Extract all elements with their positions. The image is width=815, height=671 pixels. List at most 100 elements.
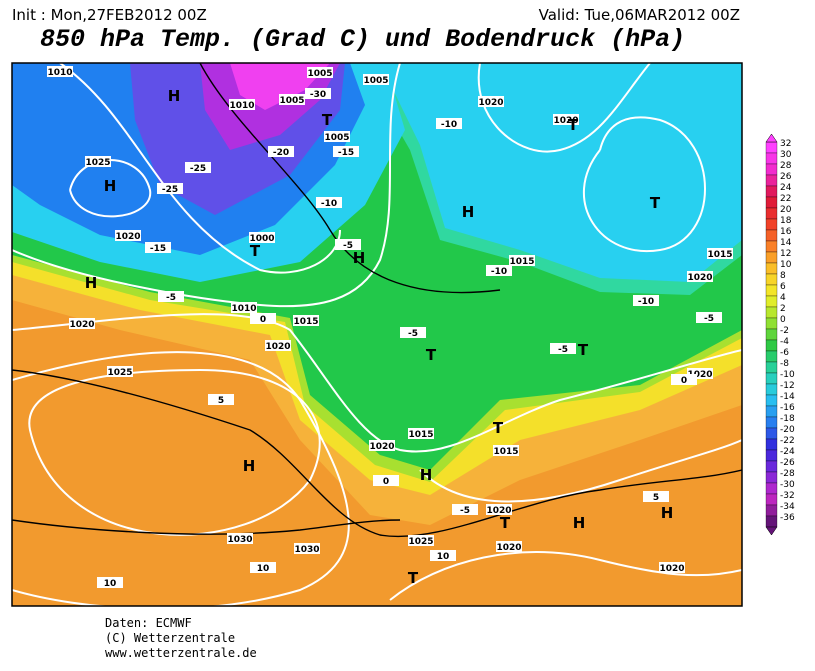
contour-label: 10 bbox=[437, 552, 450, 562]
colorbar-label: 32 bbox=[780, 139, 791, 149]
map-frame bbox=[11, 62, 743, 607]
color-swatch bbox=[765, 196, 778, 209]
contour-label: 1020 bbox=[478, 98, 503, 108]
label-bg bbox=[553, 114, 579, 125]
colorbar-label: -2 bbox=[780, 326, 789, 336]
label-bg bbox=[643, 491, 669, 502]
pressure-center: H bbox=[661, 504, 674, 522]
label-bg bbox=[208, 394, 234, 405]
contour-label: 1015 bbox=[509, 257, 534, 267]
label-bg bbox=[47, 66, 73, 77]
map-field bbox=[12, 63, 742, 606]
colorbar-label: 10 bbox=[780, 260, 792, 270]
contour-label: 1020 bbox=[265, 342, 290, 352]
contour-label: 5 bbox=[653, 493, 659, 503]
color-swatch bbox=[765, 460, 778, 473]
label-bg bbox=[707, 248, 733, 259]
colorbar-label: 12 bbox=[780, 249, 791, 259]
pressure-center: T bbox=[578, 341, 589, 359]
label-bg bbox=[493, 445, 519, 456]
contour-label: -5 bbox=[408, 329, 418, 339]
color-swatch bbox=[765, 152, 778, 165]
contour-label: -25 bbox=[162, 185, 178, 195]
contour-label: -10 bbox=[321, 199, 337, 209]
contour-label: 0 bbox=[260, 315, 266, 325]
label-bg bbox=[696, 312, 722, 323]
contour-label: 0 bbox=[681, 376, 687, 386]
contour-label: 5 bbox=[218, 396, 224, 406]
contour-label: 1015 bbox=[493, 447, 518, 457]
colorbar-label: 24 bbox=[780, 183, 792, 193]
pressure-center: T bbox=[650, 194, 661, 212]
color-swatch bbox=[765, 207, 778, 220]
pressure-center: T bbox=[426, 346, 437, 364]
contour-label: -30 bbox=[310, 90, 326, 100]
colorbar-label: 16 bbox=[780, 227, 792, 237]
label-bg bbox=[145, 242, 171, 253]
contour-label: 1020 bbox=[496, 543, 521, 553]
colorbar-label: -20 bbox=[780, 425, 795, 435]
contour-label: 10 bbox=[257, 564, 270, 574]
pressure-center: H bbox=[420, 466, 433, 484]
contour-label: 1025 bbox=[107, 368, 132, 378]
contour-label: 1005 bbox=[279, 96, 304, 106]
label-bg bbox=[687, 368, 713, 379]
init-time: Init : Mon,27FEB2012 00Z bbox=[12, 6, 207, 24]
label-bg bbox=[430, 550, 456, 561]
contour-label: 1015 bbox=[293, 317, 318, 327]
label-bg bbox=[400, 327, 426, 338]
label-bg bbox=[671, 374, 697, 385]
color-swatch bbox=[765, 493, 778, 506]
colorbar-label: -6 bbox=[780, 348, 789, 358]
contour-label: -5 bbox=[166, 293, 176, 303]
label-bg bbox=[107, 366, 133, 377]
color-swatch bbox=[765, 438, 778, 451]
colorbar-tip bbox=[765, 526, 778, 536]
label-bg bbox=[436, 118, 462, 129]
label-bg bbox=[115, 230, 141, 241]
colorbar-label: -26 bbox=[780, 458, 795, 468]
color-swatch bbox=[765, 372, 778, 385]
colorbar-label: 26 bbox=[780, 172, 792, 182]
label-bg bbox=[659, 562, 685, 573]
pressure-center: T bbox=[322, 111, 333, 129]
color-swatch bbox=[765, 262, 778, 275]
color-swatch bbox=[765, 405, 778, 418]
contour-label: 1020 bbox=[115, 232, 140, 242]
label-bg bbox=[268, 146, 294, 157]
color-swatch bbox=[765, 482, 778, 495]
label-bg bbox=[305, 88, 331, 99]
label-bg bbox=[307, 67, 333, 78]
color-swatch bbox=[765, 218, 778, 231]
colorbar-label: 14 bbox=[780, 238, 792, 248]
pressure-center: H bbox=[573, 514, 586, 532]
contour-label: 10 bbox=[104, 579, 117, 589]
color-swatch bbox=[765, 361, 778, 374]
contour-label: -5 bbox=[460, 506, 470, 516]
color-swatch bbox=[765, 295, 778, 308]
label-bg bbox=[373, 475, 399, 486]
label-bg bbox=[231, 302, 257, 313]
label-bg bbox=[85, 156, 111, 167]
colorbar-label: 28 bbox=[780, 161, 792, 171]
colorbar-label: -8 bbox=[780, 359, 789, 369]
label-bg bbox=[69, 318, 95, 329]
color-swatch bbox=[765, 328, 778, 341]
color-swatch bbox=[765, 317, 778, 330]
contour-label: -10 bbox=[441, 120, 457, 130]
contour-label: 1015 bbox=[707, 250, 732, 260]
contour-label: -5 bbox=[558, 345, 568, 355]
pressure-center: H bbox=[462, 203, 475, 221]
contour-label: 1005 bbox=[363, 76, 388, 86]
contour-label: 1020 bbox=[553, 116, 578, 126]
label-bg bbox=[408, 535, 434, 546]
contour-label: 1010 bbox=[229, 101, 254, 111]
pressure-center: H bbox=[353, 249, 366, 267]
pressure-center: T bbox=[408, 569, 419, 587]
color-swatch bbox=[765, 339, 778, 352]
color-swatch bbox=[765, 504, 778, 517]
colorbar-label: -14 bbox=[780, 392, 795, 402]
contour-label: -15 bbox=[150, 244, 166, 254]
contour-label: 0 bbox=[383, 477, 389, 487]
